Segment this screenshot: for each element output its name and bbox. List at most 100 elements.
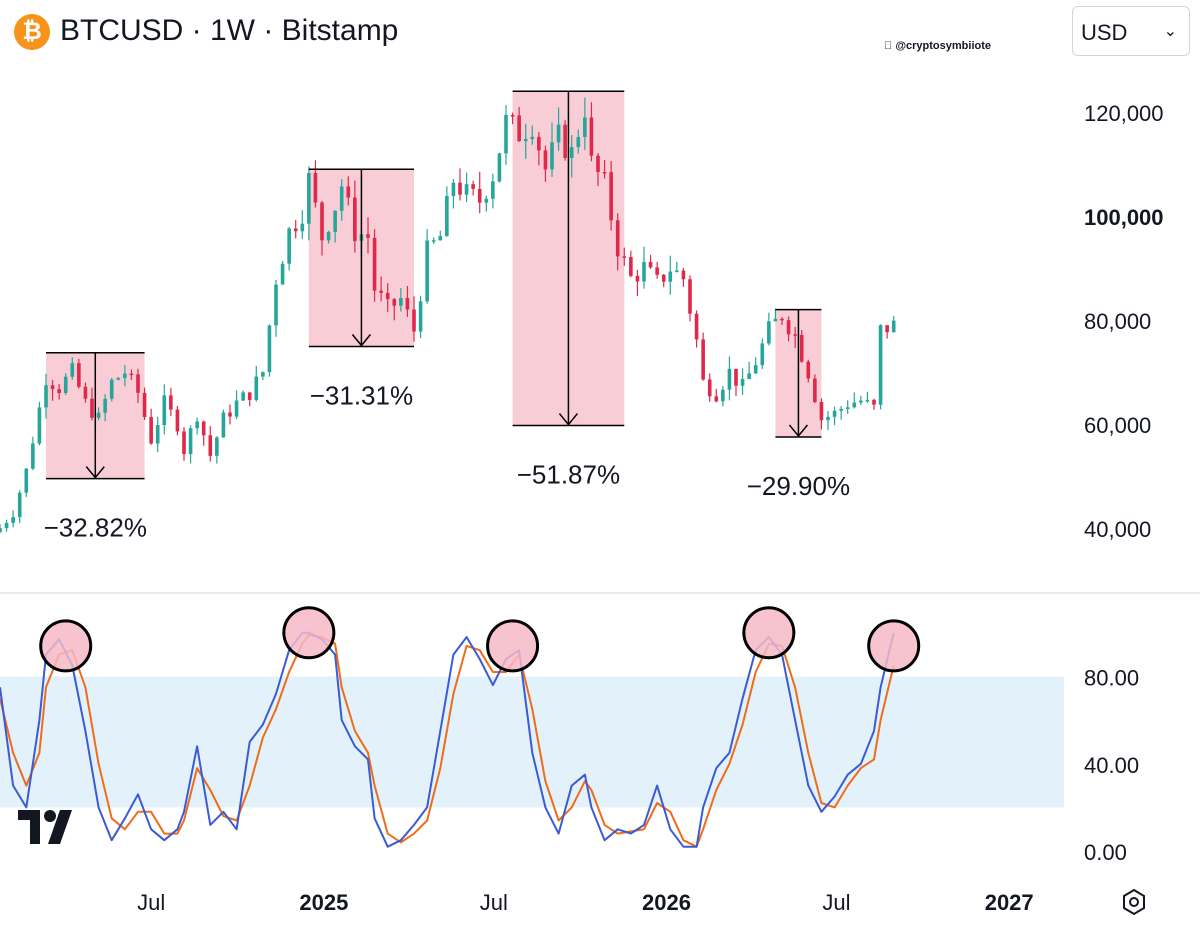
candle-body	[261, 372, 265, 377]
chart-header: ₿ BTCUSD · 1W · Bitstamp  @cryptosymbii…	[0, 0, 1200, 64]
candle-body	[247, 392, 252, 400]
candle-body	[11, 517, 15, 523]
candle-body	[90, 398, 94, 418]
candle-body	[399, 298, 403, 306]
candle-body	[379, 290, 383, 293]
candle-body	[458, 182, 462, 195]
candle-body	[0, 528, 2, 533]
oscillator-tick-label: 40.00	[1084, 753, 1139, 778]
symbol-title[interactable]: BTCUSD · 1W · Bitstamp	[60, 14, 399, 47]
candle-body	[366, 234, 370, 238]
candle-body	[4, 522, 9, 529]
candle-body	[786, 320, 791, 335]
stoch-line-k	[0, 631, 895, 848]
candle-body	[307, 172, 311, 224]
oscillator-pane	[0, 606, 1064, 848]
candle-body	[353, 197, 357, 242]
candle-body	[346, 186, 351, 198]
candle-body	[543, 150, 548, 170]
currency-value: USD	[1081, 20, 1128, 45]
candle-body	[537, 136, 541, 151]
candle-body	[661, 274, 666, 282]
candle-body	[339, 186, 344, 211]
overbought-circle	[486, 619, 540, 673]
candle-body	[228, 412, 232, 417]
candle-body	[175, 409, 180, 432]
drawdown-label: −32.82%	[44, 513, 147, 543]
candle-body	[635, 275, 640, 282]
candle-body	[123, 373, 127, 379]
candle-body	[629, 257, 633, 276]
candle-body	[24, 468, 29, 493]
candle-body	[806, 361, 811, 379]
chevron-down-icon: ⌄	[1163, 23, 1177, 40]
candle-body	[504, 114, 508, 154]
stoch-line-d	[0, 633, 895, 848]
candle-body	[734, 368, 738, 386]
drawdown-label: −29.90%	[747, 471, 850, 501]
candle-body	[333, 210, 337, 232]
candle-body	[320, 202, 324, 241]
candle-body	[845, 407, 850, 409]
price-tick-label: 100,000	[1084, 205, 1164, 230]
candle-body	[57, 389, 61, 394]
candle-body	[563, 124, 567, 159]
candle-body	[464, 184, 469, 195]
candle-body	[675, 270, 679, 273]
overbought-circle	[39, 619, 93, 673]
candle-body	[891, 320, 896, 333]
candle-body	[208, 435, 213, 456]
candle-body	[510, 114, 515, 117]
candle-body	[385, 292, 390, 300]
candle-body	[747, 373, 751, 379]
candle-body	[721, 389, 725, 402]
candle-body	[412, 309, 416, 332]
candle-body	[182, 431, 186, 455]
candle-body	[780, 318, 784, 321]
candle-body	[859, 400, 863, 403]
apple-icon: 	[884, 40, 892, 52]
candle-body	[760, 343, 765, 366]
candle-body	[267, 325, 272, 373]
candle-body	[44, 385, 48, 408]
currency-select[interactable]: USD ⌄	[1072, 6, 1190, 56]
candle-body	[569, 147, 574, 159]
drawdown-arrow-head	[788, 424, 809, 438]
candle-body	[83, 386, 88, 399]
candle-body	[826, 416, 830, 421]
candle-body	[31, 443, 35, 469]
drawdown-arrow-head	[85, 466, 105, 479]
price-tick-label: 60,000	[1084, 413, 1151, 438]
candle-body	[425, 240, 429, 302]
candle-body	[405, 298, 410, 310]
candle-body	[195, 421, 199, 429]
time-tick-label: Jul	[480, 890, 508, 915]
candle-body	[819, 401, 824, 421]
candle-body	[63, 376, 68, 394]
candle-body	[655, 267, 659, 275]
candle-body	[129, 373, 134, 376]
candle-body	[491, 181, 495, 199]
candle-body	[648, 262, 653, 268]
overbought-circle	[282, 606, 336, 660]
oscillator-tick-label: 0.00	[1084, 840, 1127, 865]
overbought-circle	[742, 606, 796, 660]
candle-body	[596, 155, 600, 173]
candle-body	[530, 136, 535, 139]
settings-gear-icon[interactable]	[1116, 884, 1152, 920]
candle-body	[234, 400, 239, 417]
candle-body	[418, 301, 423, 332]
candle-body	[589, 117, 594, 156]
candle-body	[201, 421, 206, 436]
candle-body	[254, 376, 259, 400]
candle-body	[372, 237, 377, 291]
candle-body	[451, 182, 456, 197]
candle-body	[799, 334, 804, 362]
candle-body	[17, 492, 22, 518]
candle-body	[155, 425, 160, 444]
candle-body	[77, 363, 81, 387]
price-tick-label: 40,000	[1084, 517, 1151, 542]
candle-body	[753, 365, 758, 374]
candle-body	[668, 271, 673, 282]
